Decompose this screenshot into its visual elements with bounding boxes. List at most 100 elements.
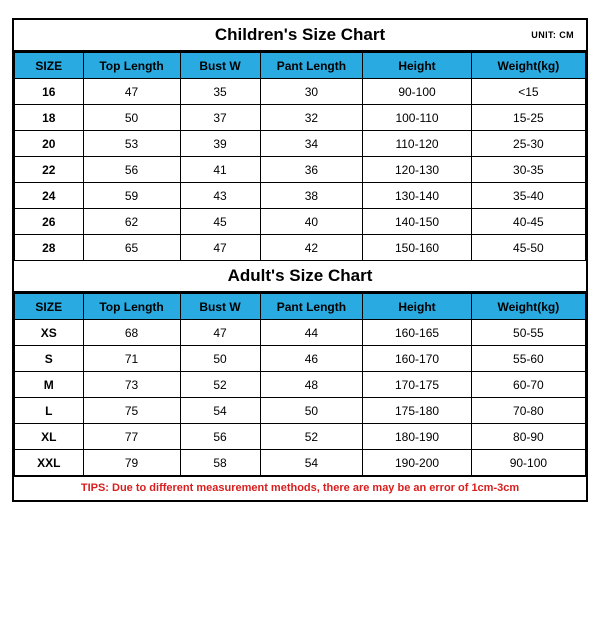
table-cell: 90-100 — [363, 79, 471, 105]
table-cell: 56 — [83, 157, 180, 183]
table-cell: 71 — [83, 346, 180, 372]
table-cell: 150-160 — [363, 235, 471, 261]
table-cell: 32 — [260, 105, 363, 131]
table-cell: 39 — [180, 131, 260, 157]
table-cell: 77 — [83, 424, 180, 450]
children-tbody: 1647353090-100<1518503732100-11015-25205… — [15, 79, 586, 261]
table-cell: 25-30 — [471, 131, 585, 157]
table-cell: S — [15, 346, 84, 372]
table-cell: 54 — [260, 450, 363, 476]
table-cell: 15-25 — [471, 105, 585, 131]
table-cell: 24 — [15, 183, 84, 209]
table-row: XL775652180-19080-90 — [15, 424, 586, 450]
table-cell: 52 — [180, 372, 260, 398]
table-cell: 80-90 — [471, 424, 585, 450]
table-cell: 35 — [180, 79, 260, 105]
table-cell: 58 — [180, 450, 260, 476]
children-header-row: SIZE Top Length Bust W Pant Length Heigh… — [15, 53, 586, 79]
table-cell: 75 — [83, 398, 180, 424]
table-row: 18503732100-11015-25 — [15, 105, 586, 131]
col-height: Height — [363, 294, 471, 320]
table-cell: 45-50 — [471, 235, 585, 261]
table-cell: 140-150 — [363, 209, 471, 235]
table-cell: 30-35 — [471, 157, 585, 183]
table-cell: 20 — [15, 131, 84, 157]
table-cell: 60-70 — [471, 372, 585, 398]
table-cell: 47 — [180, 320, 260, 346]
table-cell: 120-130 — [363, 157, 471, 183]
table-cell: 45 — [180, 209, 260, 235]
adult-table: SIZE Top Length Bust W Pant Length Heigh… — [14, 293, 586, 476]
table-cell: 56 — [180, 424, 260, 450]
size-chart-container: Children's Size Chart UNIT: CM SIZE Top … — [12, 18, 588, 502]
table-row: L755450175-18070-80 — [15, 398, 586, 424]
table-cell: 73 — [83, 372, 180, 398]
table-cell: 46 — [260, 346, 363, 372]
table-cell: 42 — [260, 235, 363, 261]
tips-note: TIPS: Due to different measurement metho… — [14, 476, 586, 500]
col-size: SIZE — [15, 294, 84, 320]
table-row: S715046160-17055-60 — [15, 346, 586, 372]
table-cell: L — [15, 398, 84, 424]
table-row: 28654742150-16045-50 — [15, 235, 586, 261]
table-cell: 100-110 — [363, 105, 471, 131]
table-cell: 38 — [260, 183, 363, 209]
table-cell: <15 — [471, 79, 585, 105]
col-weight: Weight(kg) — [471, 53, 585, 79]
table-cell: 62 — [83, 209, 180, 235]
col-top-length: Top Length — [83, 53, 180, 79]
adult-header-row: SIZE Top Length Bust W Pant Length Heigh… — [15, 294, 586, 320]
table-cell: M — [15, 372, 84, 398]
table-cell: 37 — [180, 105, 260, 131]
adult-title: Adult's Size Chart — [228, 266, 373, 285]
table-cell: 90-100 — [471, 450, 585, 476]
table-cell: 50 — [260, 398, 363, 424]
table-cell: 26 — [15, 209, 84, 235]
table-cell: 35-40 — [471, 183, 585, 209]
table-cell: 18 — [15, 105, 84, 131]
table-cell: 30 — [260, 79, 363, 105]
children-table: SIZE Top Length Bust W Pant Length Heigh… — [14, 52, 586, 261]
table-cell: XL — [15, 424, 84, 450]
table-row: 1647353090-100<15 — [15, 79, 586, 105]
table-cell: 50 — [180, 346, 260, 372]
col-pant-length: Pant Length — [260, 53, 363, 79]
table-cell: 48 — [260, 372, 363, 398]
table-cell: 160-165 — [363, 320, 471, 346]
table-cell: 190-200 — [363, 450, 471, 476]
table-cell: 50 — [83, 105, 180, 131]
table-cell: 110-120 — [363, 131, 471, 157]
table-cell: 52 — [260, 424, 363, 450]
table-cell: 53 — [83, 131, 180, 157]
table-cell: 50-55 — [471, 320, 585, 346]
table-row: M735248170-17560-70 — [15, 372, 586, 398]
col-height: Height — [363, 53, 471, 79]
children-title-bar: Children's Size Chart UNIT: CM — [14, 20, 586, 52]
table-cell: 79 — [83, 450, 180, 476]
table-row: 26624540140-15040-45 — [15, 209, 586, 235]
adult-title-bar: Adult's Size Chart — [14, 261, 586, 293]
table-cell: XS — [15, 320, 84, 346]
col-weight: Weight(kg) — [471, 294, 585, 320]
children-title: Children's Size Chart — [215, 25, 385, 44]
table-cell: 160-170 — [363, 346, 471, 372]
table-row: XXL795854190-20090-100 — [15, 450, 586, 476]
table-cell: 68 — [83, 320, 180, 346]
table-cell: 22 — [15, 157, 84, 183]
table-row: 20533934110-12025-30 — [15, 131, 586, 157]
table-cell: 65 — [83, 235, 180, 261]
table-cell: XXL — [15, 450, 84, 476]
table-cell: 47 — [83, 79, 180, 105]
col-bust-w: Bust W — [180, 53, 260, 79]
table-cell: 43 — [180, 183, 260, 209]
table-cell: 44 — [260, 320, 363, 346]
table-cell: 28 — [15, 235, 84, 261]
table-cell: 54 — [180, 398, 260, 424]
table-cell: 40-45 — [471, 209, 585, 235]
unit-label: UNIT: CM — [531, 30, 574, 40]
table-cell: 70-80 — [471, 398, 585, 424]
table-row: XS684744160-16550-55 — [15, 320, 586, 346]
table-cell: 47 — [180, 235, 260, 261]
table-cell: 170-175 — [363, 372, 471, 398]
table-cell: 34 — [260, 131, 363, 157]
